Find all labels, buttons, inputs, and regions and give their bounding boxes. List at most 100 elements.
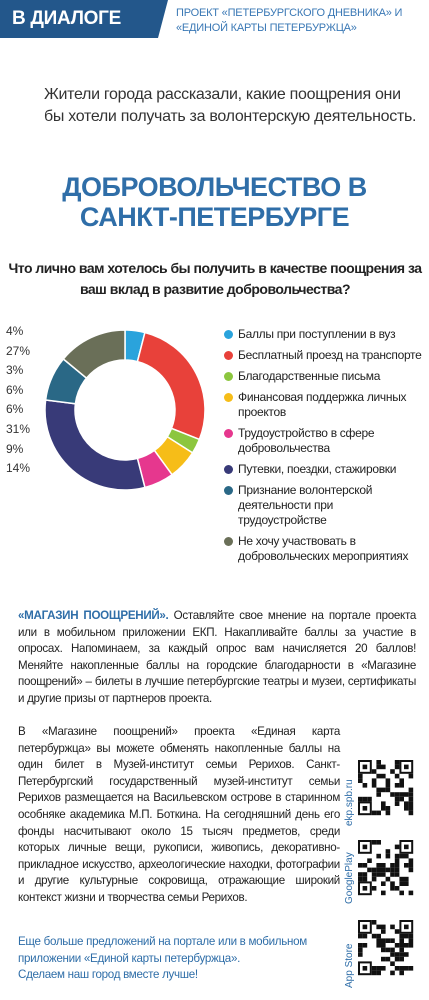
qr-module xyxy=(381,872,386,877)
qr-module xyxy=(394,783,400,788)
value-label: 6% xyxy=(6,382,24,397)
qr-module xyxy=(404,943,409,948)
qr-module xyxy=(376,787,381,793)
qr-module xyxy=(394,929,400,934)
value-label: 14% xyxy=(6,461,31,476)
qr-module xyxy=(394,773,400,779)
qr-module xyxy=(399,890,404,896)
legend-swatch xyxy=(224,351,233,360)
qr-module xyxy=(390,863,395,868)
qr-module xyxy=(408,966,414,971)
qr-label: GooglePlay xyxy=(344,852,355,904)
qr-module xyxy=(371,769,377,774)
section-badge: В ДИАЛОГЕ xyxy=(0,0,158,38)
legend-swatch xyxy=(224,330,233,339)
qr-module xyxy=(394,943,400,948)
qr-finder-dot xyxy=(362,764,368,770)
qr-module xyxy=(381,943,386,948)
value-label: 3% xyxy=(6,363,24,378)
qr-module xyxy=(399,952,404,957)
qr-finder-dot xyxy=(404,764,409,770)
qr-module xyxy=(367,796,372,802)
qr-module xyxy=(376,867,381,873)
qr-module xyxy=(390,886,395,891)
qr-module xyxy=(399,778,404,783)
legend-swatch xyxy=(224,429,233,438)
qr-module xyxy=(408,890,414,896)
qr-module xyxy=(358,876,363,882)
qr-module xyxy=(385,876,391,882)
qr-module xyxy=(371,966,377,971)
qr-module xyxy=(408,810,414,816)
qr-module xyxy=(376,943,381,948)
qr-module xyxy=(408,863,414,868)
qr-module xyxy=(358,952,363,957)
qr-module xyxy=(394,764,400,770)
qr-module xyxy=(390,924,395,930)
qr-module xyxy=(404,933,409,939)
qr-module xyxy=(381,938,386,943)
qr-module xyxy=(362,933,368,939)
qr-module xyxy=(399,938,404,943)
qr-module xyxy=(362,863,368,868)
qr-module xyxy=(371,810,377,816)
footer-text: Еще больше предложений на портале или в … xyxy=(18,935,307,965)
qr-module xyxy=(385,947,391,953)
badge-tail xyxy=(158,0,168,38)
legend-item: Благодарственные письма xyxy=(224,369,424,384)
value-label: 6% xyxy=(6,402,24,417)
value-label: 27% xyxy=(6,343,31,358)
donut-slice xyxy=(62,329,126,380)
qr-finder xyxy=(358,840,372,854)
qr-module xyxy=(371,970,377,976)
qr-module xyxy=(381,966,386,971)
qr-module xyxy=(381,929,386,934)
legend-swatch xyxy=(224,537,233,546)
legend-swatch xyxy=(224,372,233,381)
project-label: ПРОЕКТ «ПЕТЕРБУРГСКОГО ДНЕВНИКА» И «ЕДИН… xyxy=(176,7,403,34)
qr-module xyxy=(394,867,400,873)
qr-module xyxy=(385,806,391,811)
qr-module xyxy=(408,938,414,943)
qr-module xyxy=(358,872,363,877)
qr-module xyxy=(394,792,400,797)
article-paragraph: В «Магазине поощрений» проекта «Единая к… xyxy=(18,725,340,904)
qr-finder-dot xyxy=(404,844,409,850)
qr-finder xyxy=(358,801,372,816)
qr-finder xyxy=(399,840,414,854)
legend-item: Баллы при поступлении в вуз xyxy=(224,327,424,342)
qr-module xyxy=(394,952,400,957)
legend-item: Признание волонтерской деятельности при … xyxy=(224,483,424,528)
qr-module xyxy=(376,966,381,971)
qr-module xyxy=(399,881,404,886)
qr-module xyxy=(399,853,404,859)
qr-module xyxy=(404,806,409,811)
qr-module xyxy=(408,867,414,873)
footer-slogan: Сделаем наш город вместе лучше! xyxy=(18,968,198,982)
qr-module xyxy=(399,966,404,971)
qr-module xyxy=(376,773,381,779)
intro-text: Жители города рассказали, какие поощрени… xyxy=(44,86,417,125)
qr-module xyxy=(394,760,400,765)
qr-module xyxy=(408,801,414,806)
qr-module xyxy=(371,872,377,877)
qr-module xyxy=(381,956,386,962)
qr-module xyxy=(399,970,404,976)
qr-module xyxy=(381,764,386,770)
qr-module xyxy=(381,947,386,953)
qr-module xyxy=(371,886,377,891)
qr-module xyxy=(394,858,400,863)
donut-slice xyxy=(44,399,146,491)
qr-module xyxy=(371,933,377,939)
qr-module xyxy=(404,881,409,886)
qr-module xyxy=(394,956,400,962)
qr-module xyxy=(394,966,400,971)
value-label: 4% xyxy=(6,324,24,338)
value-label: 31% xyxy=(6,422,31,436)
qr-module xyxy=(381,773,386,779)
qr-module xyxy=(358,773,363,779)
qr-module xyxy=(394,853,400,859)
qr-module xyxy=(385,778,391,783)
qr-module xyxy=(381,787,386,793)
qr-module xyxy=(358,943,363,948)
